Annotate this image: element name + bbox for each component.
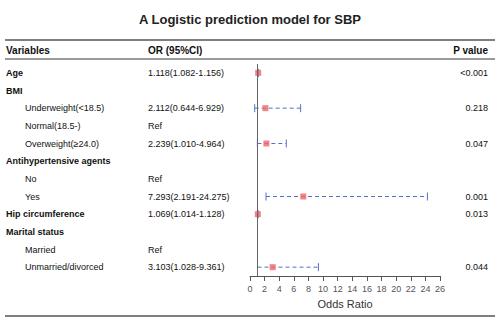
svg-text:6: 6 (291, 284, 296, 294)
svg-text:18: 18 (377, 284, 387, 294)
svg-text:0.013: 0.013 (465, 209, 488, 219)
svg-text:Underweight(<18.5): Underweight(<18.5) (25, 103, 104, 113)
svg-text:10: 10 (318, 284, 328, 294)
svg-text:0.001: 0.001 (465, 192, 488, 202)
svg-text:12: 12 (333, 284, 343, 294)
svg-text:26: 26 (435, 284, 445, 294)
svg-text:1.118(1.082-1.156): 1.118(1.082-1.156) (148, 68, 224, 78)
svg-text:0.047: 0.047 (465, 139, 488, 149)
svg-text:P value: P value (453, 45, 488, 56)
svg-text:16: 16 (362, 284, 372, 294)
svg-text:0.044: 0.044 (465, 262, 488, 272)
svg-text:Married: Married (25, 245, 56, 255)
svg-text:Overweight(≥24.0): Overweight(≥24.0) (25, 139, 99, 149)
svg-text:24: 24 (420, 284, 430, 294)
svg-text:2: 2 (262, 284, 267, 294)
svg-text:OR (95%CI): OR (95%CI) (148, 45, 202, 56)
svg-text:Yes: Yes (25, 192, 40, 202)
svg-text:0.218: 0.218 (465, 103, 488, 113)
svg-text:Antihypertensive agents: Antihypertensive agents (6, 156, 111, 166)
svg-text:Unmarried/divorced: Unmarried/divorced (25, 262, 104, 272)
svg-text:Odds Ratio: Odds Ratio (317, 298, 372, 310)
svg-text:2.239(1.010-4.964): 2.239(1.010-4.964) (148, 139, 225, 149)
svg-text:Marital status: Marital status (6, 227, 64, 237)
svg-text:<0.001: <0.001 (460, 68, 488, 78)
svg-text:22: 22 (406, 284, 416, 294)
svg-text:Variables: Variables (6, 45, 50, 56)
svg-text:4: 4 (277, 284, 282, 294)
svg-text:Ref: Ref (148, 245, 163, 255)
svg-text:A Logistic prediction model fo: A Logistic prediction model for SBP (139, 12, 361, 27)
svg-text:3.103(1.028-9.361): 3.103(1.028-9.361) (148, 262, 225, 272)
svg-text:Hip circumference: Hip circumference (6, 209, 85, 219)
svg-text:7.293(2.191-24.275): 7.293(2.191-24.275) (148, 192, 230, 202)
svg-text:8: 8 (306, 284, 311, 294)
svg-text:20: 20 (391, 284, 401, 294)
svg-text:2.112(0.644-6.929): 2.112(0.644-6.929) (148, 103, 224, 113)
svg-text:No: No (25, 174, 37, 184)
svg-text:14: 14 (347, 284, 357, 294)
svg-text:Age: Age (6, 68, 23, 78)
svg-text:1.069(1.014-1.128): 1.069(1.014-1.128) (148, 209, 225, 219)
svg-text:Ref: Ref (148, 121, 163, 131)
svg-text:BMI: BMI (6, 86, 23, 96)
svg-text:Ref: Ref (148, 174, 163, 184)
svg-text:0: 0 (247, 284, 252, 294)
svg-text:Normal(18.5-): Normal(18.5-) (25, 121, 81, 131)
